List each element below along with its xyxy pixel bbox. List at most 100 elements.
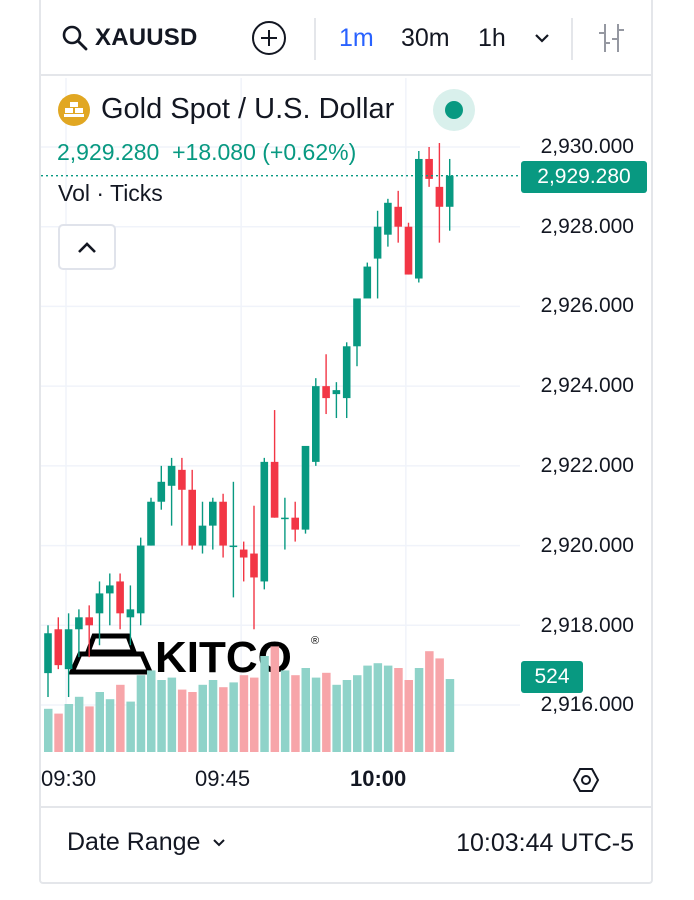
volume-bar — [126, 701, 135, 752]
toolbar-divider — [571, 18, 573, 60]
volume-bar — [311, 677, 321, 752]
candle — [75, 609, 83, 658]
candle — [209, 497, 217, 550]
volume-bar — [188, 692, 197, 752]
price-chart[interactable]: KITCO ® — [0, 0, 694, 806]
candle-body — [167, 465, 176, 486]
volume-bar — [414, 668, 424, 752]
chevron-up-icon — [78, 242, 96, 253]
candle — [219, 493, 227, 558]
volume-bar — [105, 699, 115, 752]
candle — [85, 605, 93, 658]
volume-bar — [136, 675, 146, 752]
chart-type-button[interactable] — [596, 0, 628, 76]
date-range-dropdown[interactable]: Date Range — [67, 828, 228, 857]
registered-mark: ® — [311, 635, 319, 647]
market-status-indicator[interactable] — [433, 89, 475, 131]
candle — [404, 222, 413, 275]
volume-bar — [280, 670, 290, 752]
collapse-legend-button[interactable] — [58, 224, 116, 270]
volume-bar — [332, 684, 341, 752]
candle-body — [445, 175, 454, 207]
candle — [312, 378, 320, 466]
candle — [291, 501, 299, 542]
price-axis-label: 2,924.000 — [540, 374, 634, 397]
volume-bar — [353, 675, 362, 752]
volume-bar — [54, 713, 63, 752]
timeframe-1h[interactable]: 1h — [478, 23, 506, 52]
volume-bar — [116, 684, 125, 752]
candle-body — [44, 633, 52, 674]
volume-bar — [74, 696, 84, 752]
volume-indicator-legend[interactable]: Vol · Ticks — [58, 180, 163, 206]
candle-body — [95, 593, 104, 614]
candle-body — [281, 517, 289, 520]
timeframe-30m[interactable]: 30m — [401, 23, 450, 52]
candle-body — [188, 489, 196, 546]
candle-body — [250, 553, 258, 578]
search-icon — [62, 25, 88, 51]
volume-bar — [219, 687, 228, 752]
price-axis-label: 2,916.000 — [540, 693, 634, 716]
candle — [415, 150, 423, 283]
volume-bar — [85, 706, 94, 752]
volume-bar — [270, 646, 280, 752]
candle-body — [322, 386, 330, 399]
symbol-name: XAUUSD — [95, 24, 198, 51]
time-axis-label: 09:45 — [195, 766, 251, 791]
legend-price-change: 2,929.280 +18.080 (+0.62%) — [57, 139, 357, 165]
kitco-logo-icon — [68, 633, 154, 675]
volume-bar — [157, 680, 166, 752]
candle — [229, 481, 238, 598]
candle-body — [342, 346, 351, 399]
volume-bar — [177, 689, 187, 752]
volume-bar — [291, 675, 300, 752]
timezone-clock[interactable]: 10:03:44 UTC-5 — [456, 829, 634, 857]
kitco-wordmark: KITCO — [155, 633, 292, 682]
candle-body — [126, 609, 135, 618]
footer-divider — [41, 806, 653, 808]
compare-symbol-button[interactable] — [250, 0, 288, 76]
volume-bar — [435, 658, 444, 752]
candle — [425, 147, 433, 187]
timeframe-1m[interactable]: 1m — [339, 23, 374, 52]
candle-body — [75, 617, 83, 630]
last-price-tag: 2,929.280 — [521, 161, 647, 193]
volume-bar — [383, 665, 393, 752]
candle — [435, 143, 444, 243]
volume-bar — [239, 675, 249, 752]
volume-bar — [373, 663, 383, 752]
symbol-search[interactable]: XAUUSD — [61, 0, 198, 76]
price-axis-label: 2,920.000 — [540, 534, 634, 557]
chevron-down-icon — [213, 838, 226, 846]
volume-bar — [229, 682, 238, 752]
candle — [342, 342, 351, 419]
volume-bar — [404, 680, 413, 752]
candle — [44, 625, 52, 698]
candle — [157, 465, 166, 510]
legend-title: Gold Spot / U.S. Dollar — [101, 93, 395, 125]
volume-bar — [322, 672, 331, 752]
timeframe-dropdown[interactable] — [531, 0, 553, 76]
chart-settings-button[interactable] — [572, 766, 600, 799]
status-dot-icon — [445, 101, 463, 119]
candle-body — [353, 298, 361, 347]
time-axis-label-bold: 10:00 — [350, 766, 407, 791]
chart-grid — [41, 78, 520, 752]
candle — [281, 497, 289, 550]
candle — [353, 298, 361, 367]
volume-bar — [363, 665, 372, 752]
candle-body — [291, 517, 299, 530]
volume-bar — [147, 670, 156, 752]
candle-body — [301, 445, 310, 530]
volume-bar — [167, 677, 177, 752]
candle-body — [178, 469, 186, 490]
volume-bar — [260, 656, 269, 752]
candle-body — [64, 629, 73, 670]
candle — [64, 613, 73, 698]
volume-bar — [198, 684, 207, 752]
volume-bar — [445, 679, 455, 752]
candle-body — [157, 481, 166, 502]
date-range-label: Date Range — [67, 828, 201, 856]
candle-body — [219, 501, 227, 546]
